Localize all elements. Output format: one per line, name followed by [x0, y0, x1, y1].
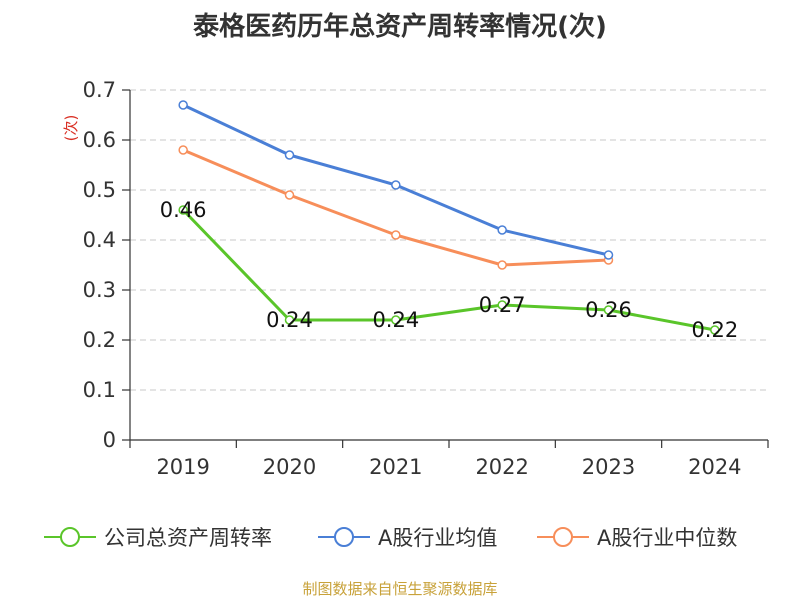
data-point [284, 190, 295, 200]
data-label: 0.24 [266, 308, 313, 332]
axes: 0 0.1 0.2 0.3 0.4 0.5 0.6 0.7 2019 2020 2021 2022 20… [83, 78, 769, 479]
data-point [391, 180, 401, 190]
data-point [497, 225, 507, 235]
series-lines [178, 100, 720, 335]
legend-label: A股行业中位数 [597, 526, 737, 550]
legend-item[interactable]: A股行业均值 [318, 526, 497, 550]
legend[interactable]: 公司总资产周转率 A股行业均值 A股行业中位数 [44, 526, 737, 550]
data-label: 0.22 [691, 318, 738, 342]
legend-marker [553, 527, 573, 547]
data-point [178, 145, 188, 155]
data-labels: 0.46 0.24 0.24 0.27 0.26 0.22 [160, 198, 738, 342]
x-tick-label: 2019 [156, 455, 209, 479]
x-tick-label: 2024 [688, 455, 741, 479]
series-line [182, 208, 716, 332]
y-tick-label: 0.4 [83, 228, 116, 252]
x-tick-label: 2022 [475, 455, 528, 479]
grid-lines [130, 89, 768, 391]
data-point [710, 325, 720, 335]
y-tick-label: 0.5 [83, 178, 116, 202]
y-tick-label: 0.1 [83, 378, 116, 402]
data-point [284, 315, 295, 325]
data-point [497, 260, 507, 270]
y-tick-label: 0 [103, 428, 116, 452]
data-point [603, 305, 614, 315]
chart-title: 泰格医药历年总资产周转率情况(次) [193, 12, 607, 42]
y-tick-label: 0.2 [83, 328, 116, 352]
source-note: 制图数据来自恒生聚源数据库 [302, 580, 498, 598]
data-point [178, 205, 188, 215]
x-tick-label: 2020 [263, 455, 316, 479]
data-point [178, 100, 188, 110]
x-tick-label: 2021 [369, 455, 422, 479]
data-label: 0.27 [479, 293, 526, 317]
y-axis-unit-label: (次) [62, 115, 80, 142]
y-tick-label: 0.3 [83, 278, 116, 302]
data-point [497, 300, 507, 310]
series-line [182, 148, 609, 267]
y-tick-label: 0.6 [83, 128, 116, 152]
data-point [391, 230, 401, 240]
data-point [391, 315, 401, 325]
data-label: 0.24 [372, 308, 419, 332]
data-label: 0.46 [160, 198, 207, 222]
x-tick-label: 2023 [582, 455, 635, 479]
data-point [284, 150, 295, 160]
data-label: 0.26 [585, 298, 632, 322]
legend-item[interactable]: A股行业中位数 [537, 526, 737, 550]
legend-item[interactable]: 公司总资产周转率 [44, 526, 272, 550]
legend-marker [334, 527, 354, 547]
data-point [603, 250, 614, 260]
legend-marker [60, 527, 80, 547]
y-tick-label: 0.7 [83, 78, 116, 102]
legend-label: A股行业均值 [378, 526, 497, 550]
legend-label: 公司总资产周转率 [104, 526, 272, 550]
